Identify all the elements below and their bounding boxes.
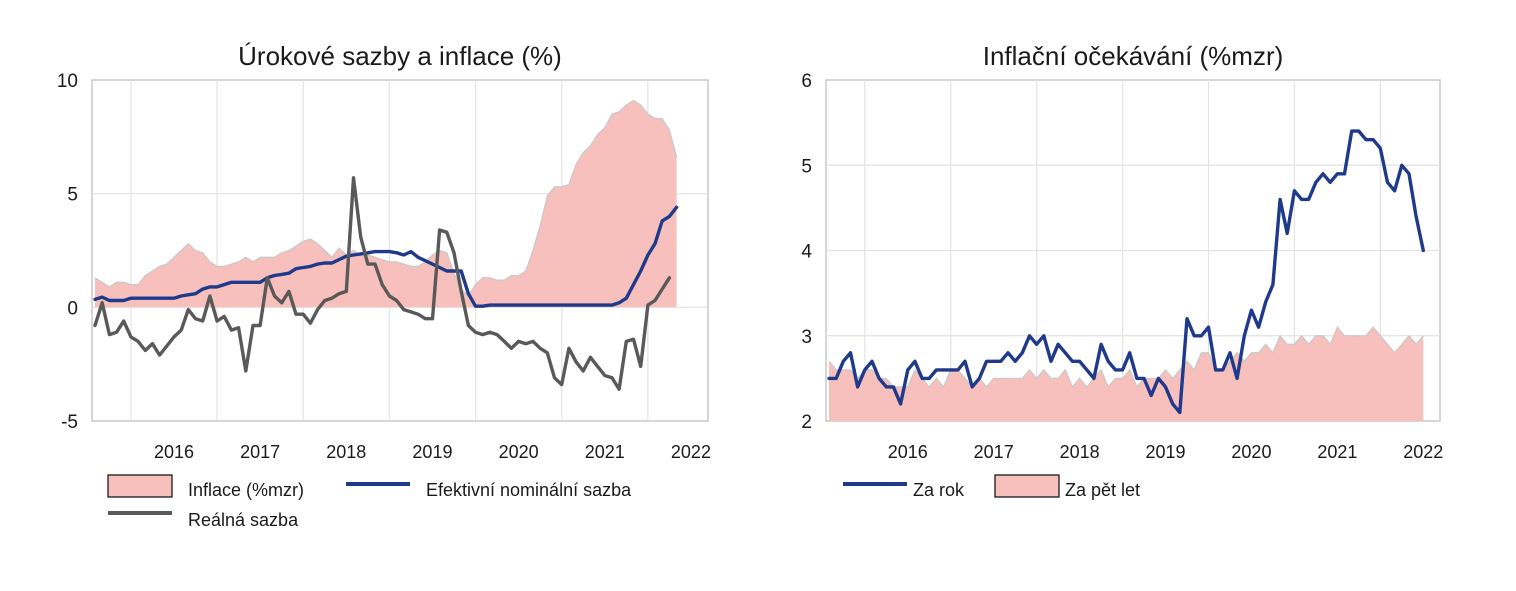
x-tick-label: 2017 [974,442,1014,462]
series-area [829,327,1424,421]
y-tick-label: 2 [801,412,812,433]
legend-label: Inflace (%mzr) [188,480,304,500]
x-tick-label: 2021 [585,442,625,462]
series-line [93,205,679,308]
series-area-edge [94,99,678,298]
y-tick-label: 3 [801,327,812,348]
legend-label: Efektivní nominální sazba [426,480,632,500]
y-tick-label: 4 [801,242,812,263]
x-tick-label: 2019 [412,442,452,462]
series-line [93,176,672,391]
y-tick-label: 6 [801,71,812,92]
legend-swatch-area [107,474,173,498]
chart-title: Úrokové sazby a inflace (%) [238,41,562,71]
x-tick-label: 2019 [1145,442,1185,462]
series-line [827,129,1425,415]
x-tick-label: 2017 [240,442,280,462]
x-tick-label: 2022 [671,442,711,462]
x-tick-label: 2018 [326,442,366,462]
y-tick-label: -5 [61,412,78,433]
x-tick-label: 2020 [1231,442,1271,462]
x-tick-label: 2016 [888,442,928,462]
y-tick-label: 5 [801,156,812,177]
legend-label: Reálná sazba [188,510,299,530]
x-tick-label: 2020 [499,442,539,462]
x-tick-label: 2021 [1317,442,1357,462]
chart-title: Inflační očekávání (%mzr) [983,41,1284,71]
y-tick-label: 0 [67,298,78,319]
y-tick-label: 5 [67,185,78,206]
legend-label: Za rok [913,480,965,500]
y-tick-label: 10 [57,71,78,92]
x-tick-label: 2022 [1403,442,1443,462]
series-area [95,100,677,308]
series-area-edge [828,325,1424,389]
chart-1: Úrokové sazby a inflace (%) -5 0 5 10 2016 201… [57,41,711,530]
chart-2: Inflační očekávání (%mzr) 2 3 4 5 6 2016 2017 20… [801,41,1443,500]
legend-swatch-area [994,474,1060,498]
x-tick-label: 2018 [1060,442,1100,462]
legend-label: Za pět let [1065,480,1140,500]
x-tick-label: 2016 [154,442,194,462]
